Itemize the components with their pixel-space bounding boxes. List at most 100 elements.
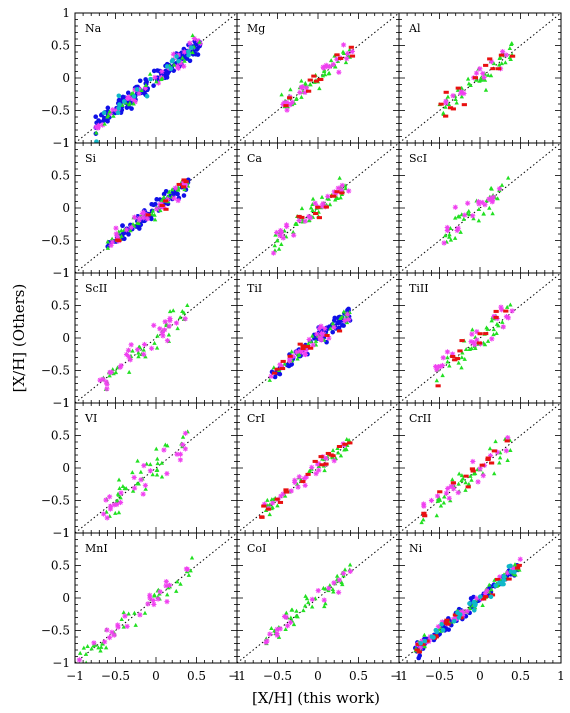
point-green	[299, 94, 304, 99]
one-to-one-line	[236, 402, 400, 534]
point-red	[461, 103, 467, 107]
point-green	[328, 326, 333, 331]
point-green	[338, 195, 343, 200]
point-green	[103, 645, 109, 650]
point-green	[319, 194, 325, 199]
point-green	[178, 581, 183, 586]
point-green	[84, 660, 88, 663]
point-green	[175, 579, 180, 584]
point-blue	[143, 77, 148, 82]
point-magenta	[165, 196, 171, 202]
point-green	[180, 55, 185, 60]
point-magenta	[108, 503, 114, 509]
point-blue	[161, 191, 167, 197]
point-green	[343, 60, 349, 65]
point-magenta	[497, 574, 503, 580]
point-magenta	[113, 231, 119, 237]
point-green	[167, 189, 172, 194]
x-tick-label: −0.5	[263, 669, 292, 683]
point-magenta	[435, 624, 441, 630]
point-green	[155, 456, 160, 461]
point-red	[477, 332, 483, 336]
one-to-one-line	[236, 12, 400, 144]
point-magenta	[503, 448, 509, 454]
point-green	[434, 378, 440, 383]
point-green	[341, 51, 347, 56]
panel-label: VI	[84, 412, 97, 425]
point-green	[484, 198, 489, 203]
point-red	[280, 359, 286, 363]
point-cyan	[488, 594, 494, 600]
point-cyan	[477, 594, 483, 599]
point-green	[270, 505, 275, 510]
point-cyan	[493, 583, 498, 588]
point-green	[435, 496, 441, 501]
point-green	[448, 237, 454, 242]
point-green	[295, 356, 300, 361]
point-green	[136, 221, 141, 226]
panel-label: CrII	[409, 412, 431, 425]
point-green	[175, 326, 180, 331]
point-magenta	[139, 210, 145, 217]
point-green	[321, 337, 327, 342]
panel-na: Na 1 0.5 0 −0.5 −1	[41, 6, 238, 150]
point-red	[493, 309, 499, 313]
data-points	[437, 41, 516, 118]
point-magenta	[274, 229, 280, 236]
data-points	[97, 303, 190, 392]
point-green	[288, 615, 294, 620]
point-green	[310, 196, 316, 201]
point-magenta	[110, 107, 116, 113]
point-magenta	[145, 601, 151, 607]
point-magenta	[147, 595, 153, 601]
point-green	[500, 319, 505, 324]
tick-marks	[398, 402, 562, 534]
point-green	[497, 62, 502, 67]
point-cyan	[456, 615, 462, 620]
point-green	[460, 350, 465, 355]
point-green	[485, 338, 491, 343]
one-to-one-line	[398, 532, 562, 664]
point-magenta	[191, 35, 197, 42]
panel-label: Ca	[247, 152, 262, 165]
point-magenta	[486, 196, 492, 202]
point-red	[300, 347, 306, 351]
point-blue	[332, 315, 338, 321]
point-blue	[330, 329, 336, 335]
point-magenta	[136, 217, 142, 223]
point-magenta	[103, 379, 109, 385]
x-tick-label: 0.5	[187, 669, 206, 683]
point-red	[307, 78, 313, 82]
y-tick-label: −1	[52, 526, 70, 540]
point-magenta	[127, 357, 133, 363]
point-magenta	[307, 215, 313, 221]
point-magenta	[345, 50, 351, 57]
point-green	[157, 591, 162, 596]
x-tick-label: 1	[395, 669, 403, 683]
point-green	[421, 517, 426, 522]
point-red	[485, 456, 491, 460]
point-magenta	[117, 499, 124, 506]
point-magenta	[503, 314, 510, 320]
point-magenta	[346, 188, 352, 194]
point-magenta	[151, 322, 157, 329]
point-green	[486, 589, 492, 594]
point-green	[302, 603, 308, 608]
point-magenta	[288, 488, 294, 494]
point-red	[338, 56, 344, 60]
panel-coi: CoI −1 −0.5 0 0.5 1	[228, 532, 403, 683]
point-green	[273, 232, 278, 237]
point-magenta	[309, 596, 315, 602]
point-magenta	[331, 580, 337, 586]
point-red	[305, 345, 311, 349]
one-to-one-line	[236, 142, 400, 274]
point-green	[123, 486, 129, 491]
point-magenta	[302, 351, 308, 358]
x-tick-label: 0	[314, 669, 322, 683]
point-green	[441, 500, 447, 505]
point-magenta	[477, 66, 483, 72]
point-cyan	[186, 52, 191, 58]
y-tick-label: −1	[52, 656, 70, 670]
point-green	[165, 592, 170, 597]
point-green	[322, 604, 327, 609]
